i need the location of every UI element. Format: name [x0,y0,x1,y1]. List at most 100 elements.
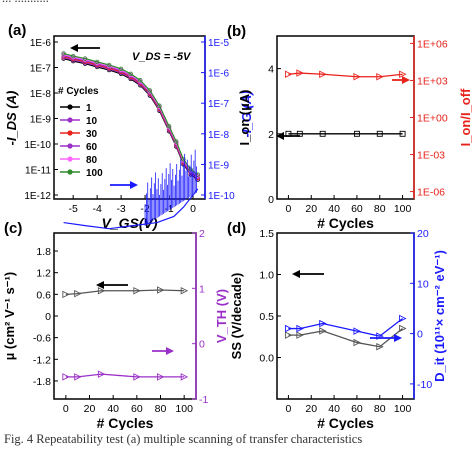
legend-label-100: 100 [86,168,103,179]
figure: (a)-5-4-3-2-10V_GS(V)1E-121E-111E-101E-9… [2,22,473,430]
y-right-tick-label-a: 1E-6 [208,69,230,80]
annotation-vds: V_DS = -5V [132,51,192,63]
legend-label-60: 60 [86,142,98,153]
y-right-tick-label-d: 0 [417,329,423,341]
data-point-a [138,78,143,83]
data-point-ion [319,130,326,137]
x-tick-label-b: 60 [351,203,363,215]
data-point-ion [399,130,406,137]
x-tick-label-c: 100 [175,403,193,415]
series-line-mobility [65,289,185,295]
y-axis-label-left-d: SS (V/decade) [229,273,244,360]
panel-label-b: (b) [227,23,246,40]
series-line-dit [288,318,403,337]
x-tick-label-b: 40 [328,203,340,215]
data-point-dit [296,324,304,333]
data-point-ratio [376,73,384,81]
data-point-mobility [180,287,189,295]
y-right-tick-label-a: 1E-8 [208,130,230,141]
y-tick-label-d: 1.0 [259,270,274,282]
data-point-a [181,157,186,162]
data-point-ratio [319,70,327,79]
y-tick-label-c: 0.6 [36,289,51,301]
y-axis-label-left-b: I_on (µA) [237,90,252,146]
x-tick-label-d: 60 [351,403,363,415]
figure-caption: Fig. 4 Repeatability test (a) multiple s… [4,432,363,446]
y-tick-label-d: 0.0 [259,353,274,365]
y-right-tick-label-b: 1E-03 [417,150,445,162]
data-point-ss [284,331,293,339]
data-point-ratio [399,70,407,79]
y-tick-label-a: 1E-12 [24,191,51,202]
legend-marker-100 [67,169,73,175]
data-point-a [61,51,66,56]
data-point-a [157,103,162,108]
y-tick-label-c: 1.8 [36,246,51,258]
legend-label-30: 30 [86,129,98,140]
data-point-ss [319,327,327,335]
y-axis-label-right-b: I_on/I_off [458,88,473,146]
y-axis-label-right-d: D_it (10¹¹× cm⁻² eV⁻¹) [432,250,447,382]
x-tick-label-d: 80 [374,403,386,415]
data-point-a [195,172,201,177]
legend-label-10: 10 [86,116,98,127]
y-tick-label-c: -0.6 [33,333,51,345]
series-line-vth [65,373,185,378]
y-tick-label-c: 0 [45,311,51,323]
data-point-a [174,139,179,144]
y-axis-label-right-a: -I_G (A) [239,91,254,138]
y-right-tick-label-a: 1E-5 [208,38,230,49]
data-point-ratio [296,69,304,77]
data-point-ion [376,130,383,137]
y-axis-label-left-a: -I_DS (A) [4,91,19,146]
data-point-a [94,59,100,65]
arrowhead-d-left [292,270,300,278]
data-point-ss [376,342,384,351]
y-tick-label-b: 0 [268,194,274,206]
y-right-tick-label-c: 2 [199,228,205,240]
y-right-tick-label-c: -1 [199,394,208,406]
data-point-ratio [284,70,293,79]
y-right-tick-label-a: 1E-7 [208,99,230,110]
y-tick-label-b: 2 [268,129,274,141]
x-tick-label-a: -4 [92,203,101,215]
data-point-a [188,167,193,172]
x-tick-label-d: 0 [285,403,291,415]
y-right-tick-label-d: 20 [417,228,429,240]
y-right-tick-label-b: 1E+00 [417,113,448,125]
legend-label-1: 1 [86,103,92,114]
x-axis-label-c: # Cycles [97,415,154,430]
legend-title-a: # Cycles [58,86,99,97]
x-tick-label-b: 100 [394,203,412,215]
x-tick-label-c: 80 [155,403,167,415]
data-point-ion [353,130,360,137]
y-tick-label-c: -1.2 [33,354,51,366]
x-tick-label-b: 0 [285,203,291,215]
x-tick-label-a: -3 [116,203,125,215]
legend-marker-60 [67,143,73,149]
y-tick-label-d: 0.5 [259,311,274,323]
data-point-vth [157,373,165,381]
data-point-ss [399,324,407,333]
data-point-vth [133,373,141,381]
x-tick-label-c: 60 [131,403,143,415]
data-point-mobility [62,290,70,299]
y-axis-label-right-c: V_TH (V) [214,289,229,343]
data-point-a [106,62,112,68]
arrowhead-d-right [394,334,402,342]
data-point-a [70,53,76,59]
legend-marker-30 [67,130,73,136]
data-point-vth [74,373,82,381]
y-right-tick-label-b: 1E-06 [417,187,445,199]
arrowhead-right-a [130,181,138,189]
legend-marker-10 [67,117,73,123]
transfer-curve-80 [63,53,199,177]
y-right-tick-label-a: 1E-9 [208,160,230,171]
legend-marker-80 [67,156,73,162]
data-point-a [118,66,124,71]
legend-marker-1 [67,104,73,110]
data-point-dit [319,319,327,328]
x-tick-label-a: -5 [69,203,78,215]
y-right-tick-label-a: 1E-10 [208,191,235,202]
x-tick-label-b: 20 [305,203,317,215]
